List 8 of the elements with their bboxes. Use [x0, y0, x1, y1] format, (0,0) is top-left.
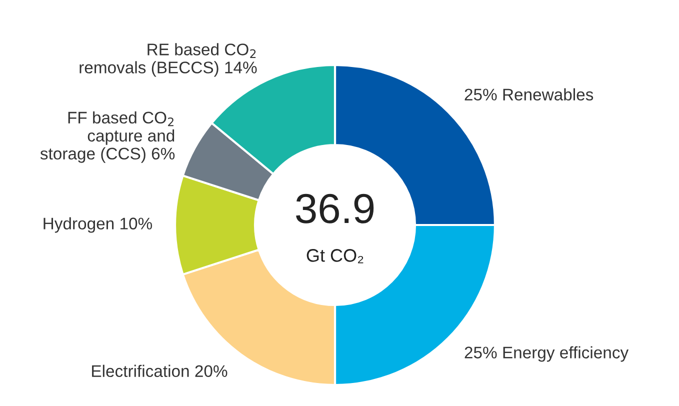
slice-label: 25% Renewables — [464, 88, 594, 100]
slice-label: 25% Energy efficiency — [464, 346, 629, 362]
slice-label: RE based CO$_{2}$ removals (BECCS) 14% — [80, 43, 257, 77]
text: Gt CO₂ — [306, 249, 364, 264]
slice-label: Electrification 20% — [92, 364, 228, 378]
text: 36.9 — [296, 194, 374, 224]
slice-label: FF based CO$_{2}$ capture and storage (CCS) 6% — [40, 111, 175, 163]
slice-label: Hydrogen 10% — [44, 217, 152, 233]
